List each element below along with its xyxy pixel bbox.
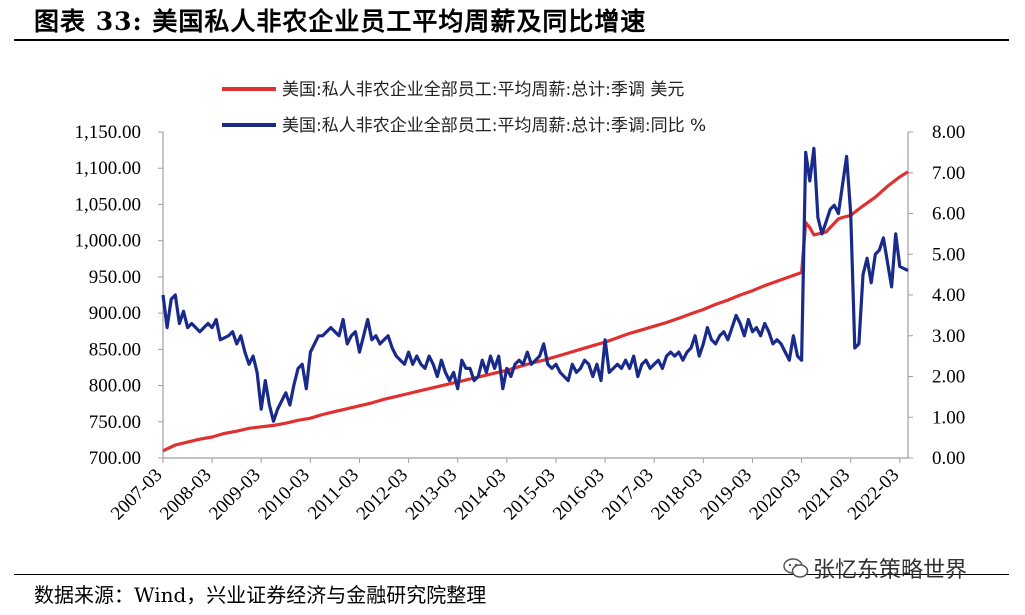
- x-tick-label: 2022-03: [844, 465, 904, 525]
- right-tick-label: 4.00: [932, 285, 965, 306]
- x-tick-label: 2009-03: [205, 465, 265, 525]
- x-tick-label: 2007-03: [107, 465, 167, 525]
- source-note: 数据来源：Wind，兴业证券经济与金融研究院整理: [34, 583, 487, 607]
- x-tick-label: 2013-03: [402, 465, 462, 525]
- right-tick-label: 3.00: [932, 326, 965, 347]
- left-tick-label: 1,100.00: [75, 158, 142, 179]
- left-tick-label: 1,000.00: [75, 231, 142, 252]
- right-tick-label: 7.00: [932, 163, 965, 184]
- left-tick-label: 900.00: [89, 303, 141, 324]
- x-tick-label: 2018-03: [647, 465, 707, 525]
- x-tick-label: 2016-03: [549, 465, 609, 525]
- watermark: 张忆东策略世界: [783, 552, 967, 584]
- legend-label-1: 美国:私人非农企业全部员工:平均周薪:总计:季调 美元: [282, 80, 684, 100]
- bottom-rule: [14, 574, 1009, 575]
- top-rule: [14, 39, 1009, 41]
- right-tick-label: 2.00: [932, 367, 965, 388]
- series-line-1: [162, 170, 909, 453]
- x-tick-label: 2015-03: [500, 465, 560, 525]
- x-tick-label: 2014-03: [451, 465, 511, 525]
- x-tick-label: 2011-03: [304, 465, 363, 524]
- watermark-text: 张忆东策略世界: [813, 558, 968, 583]
- x-tick-label: 2017-03: [598, 465, 658, 525]
- right-tick-label: 1.00: [932, 407, 965, 428]
- left-tick-label: 850.00: [89, 339, 141, 360]
- right-tick-label: 5.00: [932, 244, 965, 265]
- x-tick-label: 2020-03: [745, 465, 805, 525]
- x-tick-label: 2012-03: [353, 465, 413, 525]
- left-tick-label: 800.00: [89, 376, 141, 397]
- x-tick-label: 2019-03: [696, 465, 756, 525]
- x-tick-label: 2021-03: [795, 465, 855, 525]
- right-tick-label: 6.00: [932, 204, 965, 225]
- legend-label-2: 美国:私人非农企业全部员工:平均周薪:总计:季调:同比 %: [282, 116, 706, 136]
- line-chart: 700.00 750.00 800.00 850.00 900.00 950.00 1,00…: [75, 80, 966, 525]
- left-tick-label: 1,050.00: [75, 194, 142, 215]
- x-tick-label: 2008-03: [156, 465, 216, 525]
- right-tick-label: 8.00: [932, 122, 965, 143]
- chart-title: 图表 33: 美国私人非农企业员工平均周薪及同比增速: [34, 7, 647, 36]
- right-tick-label: 0.00: [932, 448, 965, 469]
- left-tick-label: 700.00: [89, 448, 141, 469]
- wechat-icon: [783, 558, 809, 578]
- left-tick-label: 1,150.00: [75, 122, 142, 143]
- left-tick-label: 950.00: [89, 267, 141, 288]
- left-tick-label: 750.00: [89, 412, 141, 433]
- series-line-2: [161, 146, 909, 423]
- x-tick-label: 2010-03: [254, 465, 314, 525]
